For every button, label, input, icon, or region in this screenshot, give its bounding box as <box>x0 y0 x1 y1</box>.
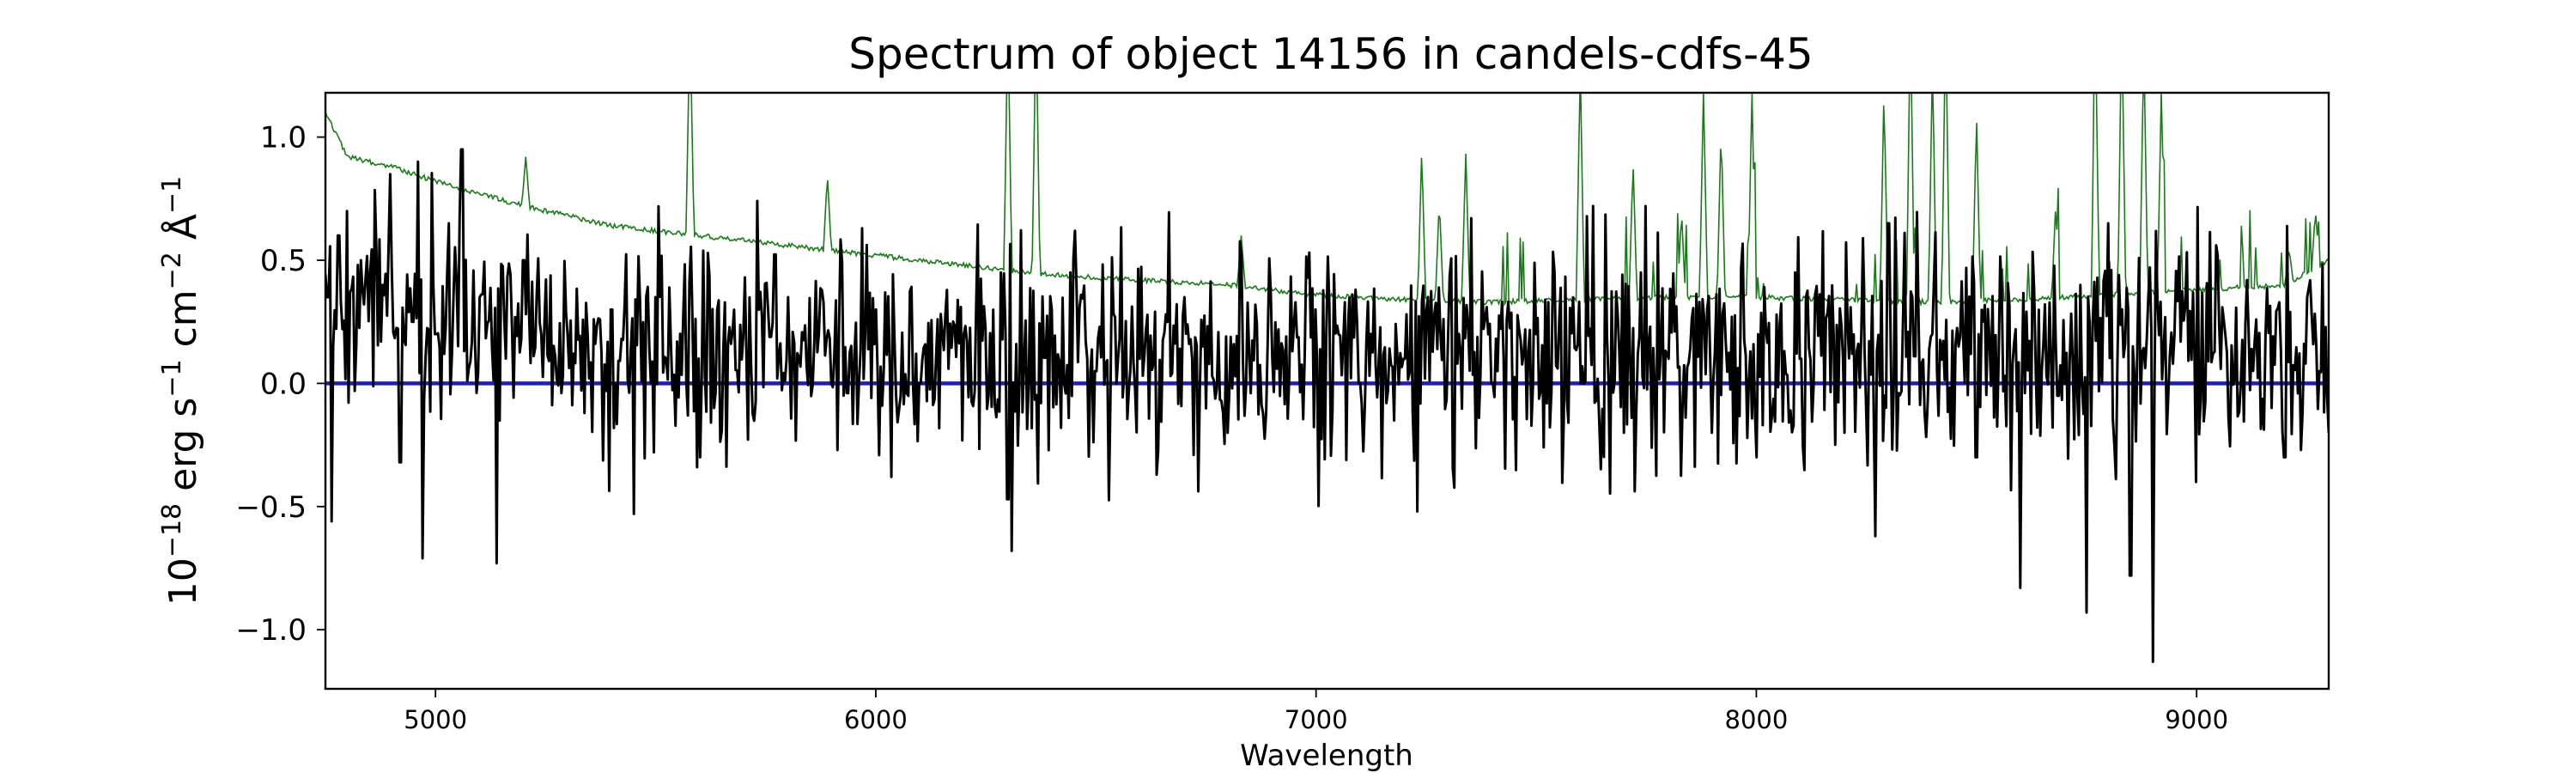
y-tick-label: −0.5 <box>235 490 307 525</box>
chart-title: Spectrum of object 14156 in candels-cdfs… <box>848 29 1814 79</box>
x-tick-label: 7000 <box>1285 705 1348 734</box>
y-tick-label: −1.0 <box>235 613 307 648</box>
y-tick-label: 0.5 <box>260 244 307 278</box>
plot-frame <box>324 91 2330 691</box>
x-tick-label: 6000 <box>844 705 908 734</box>
y-axis-label: 10−18 erg s−1 cm−2 Å−1 <box>157 176 205 606</box>
x-tick-label: 8000 <box>1725 705 1789 734</box>
y-tick-label: 0.0 <box>260 367 307 401</box>
plot-area <box>325 93 2329 663</box>
flux-series-line <box>325 148 2329 663</box>
x-axis-label: Wavelength <box>1240 739 1413 773</box>
x-tick-label: 5000 <box>404 705 467 734</box>
axes: −1.0 −0.5 0.0 0.5 1.0 5000 6000 7000 8000 9000 <box>235 121 2228 734</box>
y-tick-label: 1.0 <box>260 121 307 155</box>
x-tick-label: 9000 <box>2165 705 2228 734</box>
